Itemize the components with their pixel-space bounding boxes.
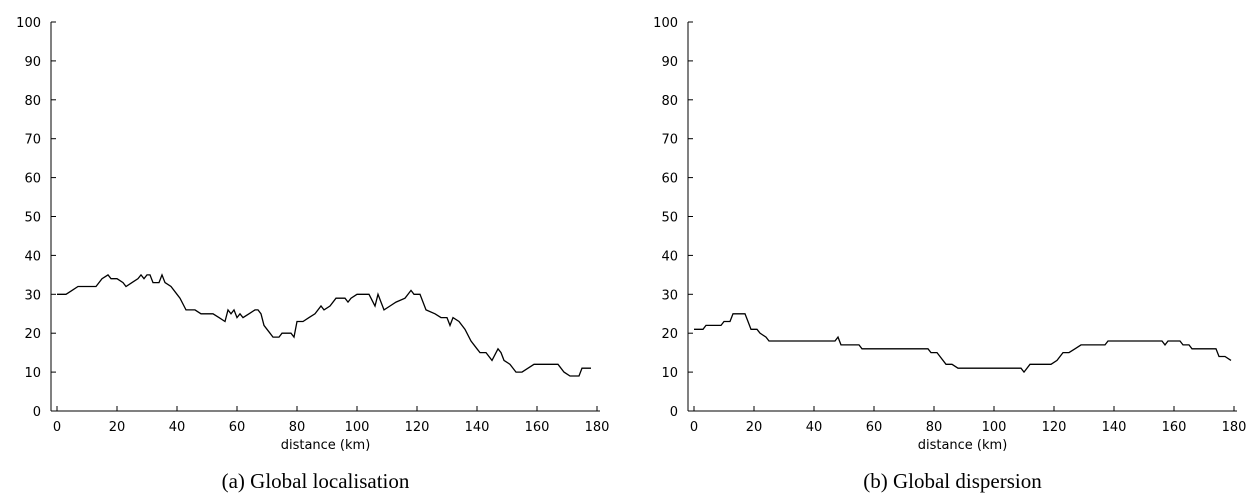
x-tick-label: 60 xyxy=(866,420,883,435)
x-tick-label: 0 xyxy=(690,420,698,435)
line xyxy=(694,313,1232,374)
x-axis-label: distance (km) xyxy=(918,438,1008,453)
x-tick-label: 80 xyxy=(926,420,943,435)
y-tick-label: 20 xyxy=(661,327,678,342)
caption: (a) Global localisation xyxy=(222,469,410,493)
x-tick-label: 160 xyxy=(525,420,550,435)
y-tick-label: 70 xyxy=(24,133,41,148)
y-tick-label: 10 xyxy=(24,366,41,381)
y-tick-label: 40 xyxy=(24,249,41,264)
y-tick-label: 100 xyxy=(16,16,41,31)
y-tick-label: 80 xyxy=(24,94,41,109)
x-tick-label: 120 xyxy=(405,420,430,435)
x-tick-label: 160 xyxy=(1162,420,1187,435)
x-tick-label: 100 xyxy=(982,420,1007,435)
y-tick-label: 0 xyxy=(33,405,41,420)
x-tick-label: 80 xyxy=(289,420,306,435)
x-axis-label: distance (km) xyxy=(281,438,371,453)
y-tick-label: 10 xyxy=(661,366,678,381)
y-tick-label: 20 xyxy=(24,327,41,342)
y-tick-label: 80 xyxy=(661,94,678,109)
x-tick-label: 20 xyxy=(109,420,126,435)
line xyxy=(57,273,591,377)
y-tick-label: 60 xyxy=(24,172,41,187)
y-tick-label: 30 xyxy=(24,288,41,303)
y-tick-label: 60 xyxy=(661,172,678,187)
x-tick-label: 180 xyxy=(585,420,610,435)
y-tick-label: 50 xyxy=(661,211,678,226)
y-tick-label: 90 xyxy=(24,55,41,70)
x-tick-label: 40 xyxy=(169,420,186,435)
x-tick-label: 180 xyxy=(1222,420,1247,435)
x-tick-label: 140 xyxy=(465,420,490,435)
x-tick-label: 140 xyxy=(1102,420,1127,435)
y-tick-label: 100 xyxy=(653,16,678,31)
y-tick-label: 70 xyxy=(661,133,678,148)
y-tick-label: 0 xyxy=(670,405,678,420)
caption: (b) Global dispersion xyxy=(863,469,1042,493)
y-tick-label: 90 xyxy=(661,55,678,70)
y-tick-label: 30 xyxy=(661,288,678,303)
y-tick-label: 40 xyxy=(661,249,678,264)
x-tick-label: 120 xyxy=(1042,420,1067,435)
x-tick-label: 20 xyxy=(746,420,763,435)
x-tick-label: 0 xyxy=(53,420,61,435)
x-tick-label: 60 xyxy=(229,420,246,435)
x-tick-label: 100 xyxy=(345,420,370,435)
x-tick-label: 40 xyxy=(806,420,823,435)
y-tick-label: 50 xyxy=(24,211,41,226)
